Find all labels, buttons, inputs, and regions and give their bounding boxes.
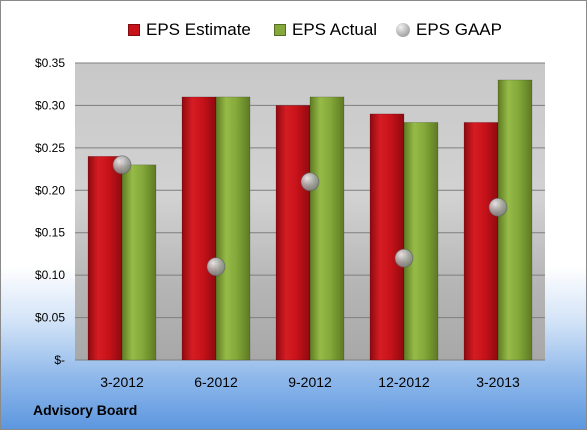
legend-label-eps-gaap: EPS GAAP (416, 20, 502, 39)
bar-eps-estimate (369, 113, 405, 361)
legend-swatch-eps-estimate (128, 24, 140, 36)
y-tick-label: $0.15 (35, 226, 65, 240)
y-tick-label: $0.35 (35, 56, 65, 70)
legend-label-eps-estimate: EPS Estimate (146, 20, 251, 39)
legend-item-eps-estimate: EPS Estimate (128, 17, 251, 43)
marker-eps-gaap (300, 172, 320, 192)
x-tick-label: 12-2012 (378, 374, 430, 390)
bar-eps-actual (215, 96, 251, 361)
legend-swatch-eps-actual (274, 24, 286, 36)
x-tick-label: 3-2012 (100, 374, 144, 390)
bar-eps-estimate (181, 96, 217, 361)
x-tick-label: 9-2012 (288, 374, 332, 390)
bar-eps-actual (403, 122, 439, 361)
bar-eps-estimate (87, 156, 123, 361)
legend: EPS Estimate EPS Actual EPS GAAP (1, 17, 586, 43)
bar-eps-actual (497, 79, 533, 361)
bar-eps-actual (309, 96, 345, 361)
y-tick-label: $0.10 (35, 268, 65, 282)
legend-label-eps-actual: EPS Actual (292, 20, 378, 39)
legend-item-eps-actual: EPS Actual (274, 17, 377, 43)
x-tick-label: 6-2012 (194, 374, 238, 390)
bar-eps-estimate (463, 122, 499, 361)
y-tick-label: $0.20 (35, 183, 65, 197)
marker-eps-gaap (394, 248, 414, 268)
y-tick-label: $0.05 (35, 311, 65, 325)
bar-eps-estimate (275, 105, 311, 361)
marker-eps-gaap (112, 155, 132, 175)
footer-source-label: Advisory Board (33, 402, 138, 418)
legend-item-eps-gaap: EPS GAAP (396, 17, 502, 43)
marker-eps-gaap (488, 197, 508, 217)
marker-eps-gaap (206, 257, 226, 277)
legend-marker-eps-gaap (396, 23, 410, 37)
y-tick-label: $- (54, 353, 65, 367)
x-tick-label: 3-2013 (476, 374, 520, 390)
bar-eps-actual (121, 164, 157, 361)
y-tick-label: $0.25 (35, 141, 65, 155)
y-tick-label: $0.30 (35, 98, 65, 112)
